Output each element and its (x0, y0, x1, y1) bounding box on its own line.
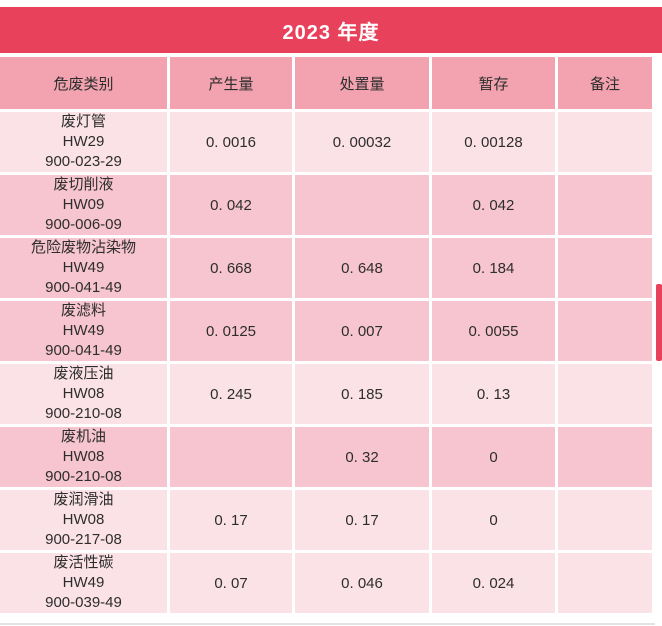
waste-code: 900-210-08 (45, 405, 122, 422)
table-row: 废液压油 HW08 900-210-08 0. 245 0. 185 0. 13 (0, 364, 655, 427)
stored-cell: 0. 042 (432, 175, 558, 238)
disposed-cell (295, 175, 432, 238)
table-bottom-divider (0, 623, 655, 625)
note-cell (558, 301, 655, 364)
stored-cell: 0. 13 (432, 364, 558, 427)
col-header-note: 备注 (558, 57, 655, 112)
category-cell: 废灯管 HW29 900-023-29 (0, 112, 170, 175)
table-row: 废灯管 HW29 900-023-29 0. 0016 0. 00032 0. … (0, 112, 655, 175)
waste-code: 900-039-49 (45, 594, 122, 611)
waste-code: 900-041-49 (45, 279, 122, 296)
disposed-cell: 0. 17 (295, 490, 432, 553)
table-row: 废切削液 HW09 900-006-09 0. 042 0. 042 (0, 175, 655, 238)
column-header-row: 危废类别 产生量 处置量 暂存 备注 (0, 57, 655, 112)
waste-name: 废灯管 (60, 113, 106, 130)
disposed-cell: 0. 185 (295, 364, 432, 427)
produced-cell (170, 427, 295, 490)
hw-code: HW08 (62, 511, 105, 528)
category-cell: 废液压油 HW08 900-210-08 (0, 364, 170, 427)
stored-cell: 0. 024 (432, 553, 558, 616)
waste-table: 危废类别 产生量 处置量 暂存 备注 废灯管 HW29 900-023-29 0… (0, 57, 655, 616)
produced-cell: 0. 17 (170, 490, 295, 553)
waste-name: 废切削液 (53, 176, 114, 193)
table-row: 危险废物沾染物 HW49 900-041-49 0. 668 0. 648 0.… (0, 238, 655, 301)
category-cell: 废润滑油 HW08 900-217-08 (0, 490, 170, 553)
table-row: 废滤料 HW49 900-041-49 0. 0125 0. 007 0. 00… (0, 301, 655, 364)
waste-code: 900-006-09 (45, 216, 122, 233)
hw-code: HW08 (62, 448, 105, 465)
hw-code: HW29 (62, 133, 105, 150)
hw-code: HW09 (62, 196, 105, 213)
waste-code: 900-210-08 (45, 468, 122, 485)
note-cell (558, 364, 655, 427)
scrollbar-thumb[interactable] (656, 284, 662, 361)
waste-name: 废润滑油 (53, 491, 114, 508)
produced-cell: 0. 245 (170, 364, 295, 427)
annual-waste-report: 2023 年度 危废类别 产生量 处置量 暂存 备注 废灯管 HW2 (0, 7, 662, 626)
disposed-cell: 0. 648 (295, 238, 432, 301)
hw-code: HW49 (62, 259, 105, 276)
disposed-cell: 0. 007 (295, 301, 432, 364)
disposed-cell: 0. 046 (295, 553, 432, 616)
stored-cell: 0. 184 (432, 238, 558, 301)
note-cell (558, 175, 655, 238)
disposed-cell: 0. 32 (295, 427, 432, 490)
note-cell (558, 553, 655, 616)
category-cell: 危险废物沾染物 HW49 900-041-49 (0, 238, 170, 301)
waste-code: 900-023-29 (45, 153, 122, 170)
table-row: 废活性碳 HW49 900-039-49 0. 07 0. 046 0. 024 (0, 553, 655, 616)
produced-cell: 0. 0125 (170, 301, 295, 364)
waste-name: 废滤料 (60, 302, 106, 319)
stored-cell: 0 (432, 427, 558, 490)
stored-cell: 0. 00128 (432, 112, 558, 175)
produced-cell: 0. 668 (170, 238, 295, 301)
category-cell: 废滤料 HW49 900-041-49 (0, 301, 170, 364)
note-cell (558, 238, 655, 301)
produced-cell: 0. 07 (170, 553, 295, 616)
hw-code: HW08 (62, 385, 105, 402)
stored-cell: 0 (432, 490, 558, 553)
note-cell (558, 490, 655, 553)
note-cell (558, 427, 655, 490)
category-cell: 废活性碳 HW49 900-039-49 (0, 553, 170, 616)
hw-code: HW49 (62, 574, 105, 591)
produced-cell: 0. 0016 (170, 112, 295, 175)
waste-name: 废液压油 (53, 365, 114, 382)
note-cell (558, 112, 655, 175)
waste-code: 900-217-08 (45, 531, 122, 548)
hw-code: HW49 (62, 322, 105, 339)
stored-cell: 0. 0055 (432, 301, 558, 364)
report-title: 2023 年度 (0, 7, 662, 53)
produced-cell: 0. 042 (170, 175, 295, 238)
col-header-stored: 暂存 (432, 57, 558, 112)
table-area: 危废类别 产生量 处置量 暂存 备注 废灯管 HW29 900-023-29 0… (0, 57, 662, 616)
waste-code: 900-041-49 (45, 342, 122, 359)
col-header-disposed: 处置量 (295, 57, 432, 112)
waste-name: 废机油 (60, 428, 106, 445)
category-cell: 废机油 HW08 900-210-08 (0, 427, 170, 490)
table-row: 废机油 HW08 900-210-08 0. 32 0 (0, 427, 655, 490)
scrollbar-track[interactable] (655, 57, 662, 617)
col-header-produced: 产生量 (170, 57, 295, 112)
table-row: 废润滑油 HW08 900-217-08 0. 17 0. 17 0 (0, 490, 655, 553)
waste-name: 废活性碳 (53, 554, 114, 571)
category-cell: 废切削液 HW09 900-006-09 (0, 175, 170, 238)
disposed-cell: 0. 00032 (295, 112, 432, 175)
col-header-category: 危废类别 (0, 57, 170, 112)
waste-name: 危险废物沾染物 (30, 239, 136, 256)
